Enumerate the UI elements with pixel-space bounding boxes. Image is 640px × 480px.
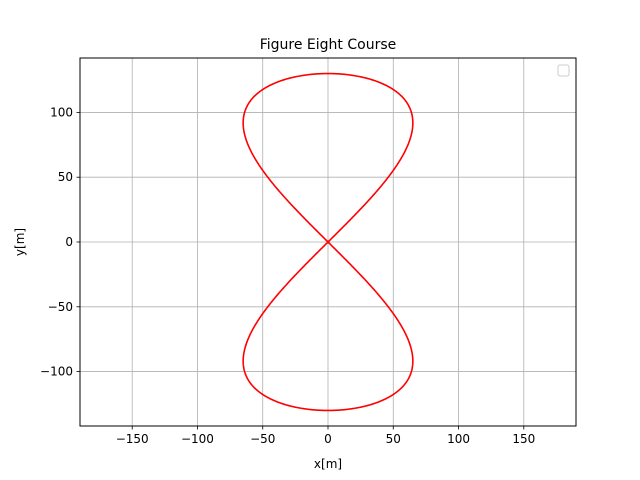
- x-axis: −150 −100 −50 0 50 100 150: [116, 426, 535, 446]
- x-tick-label: −50: [250, 432, 275, 446]
- x-tick-label: 0: [324, 432, 332, 446]
- chart-title: Figure Eight Course: [260, 37, 397, 53]
- y-tick-label: 0: [65, 235, 73, 249]
- x-tick-label: −100: [181, 432, 214, 446]
- x-tick-label: 150: [512, 432, 535, 446]
- y-tick-label: 50: [58, 170, 73, 184]
- legend-box: [557, 64, 570, 77]
- y-axis-label: y[m]: [13, 228, 27, 256]
- series-layer: [242, 72, 414, 412]
- y-tick-label: −50: [48, 300, 73, 314]
- y-tick-label: 100: [50, 105, 73, 119]
- x-tick-label: −150: [116, 432, 149, 446]
- y-tick-label: −100: [40, 365, 73, 379]
- x-axis-label: x[m]: [314, 457, 342, 471]
- y-axis: −100 −50 0 50 100: [40, 105, 80, 379]
- x-tick-label: 50: [386, 432, 401, 446]
- series-line: [242, 72, 414, 412]
- grid: [80, 58, 576, 426]
- x-tick-label: 100: [447, 432, 470, 446]
